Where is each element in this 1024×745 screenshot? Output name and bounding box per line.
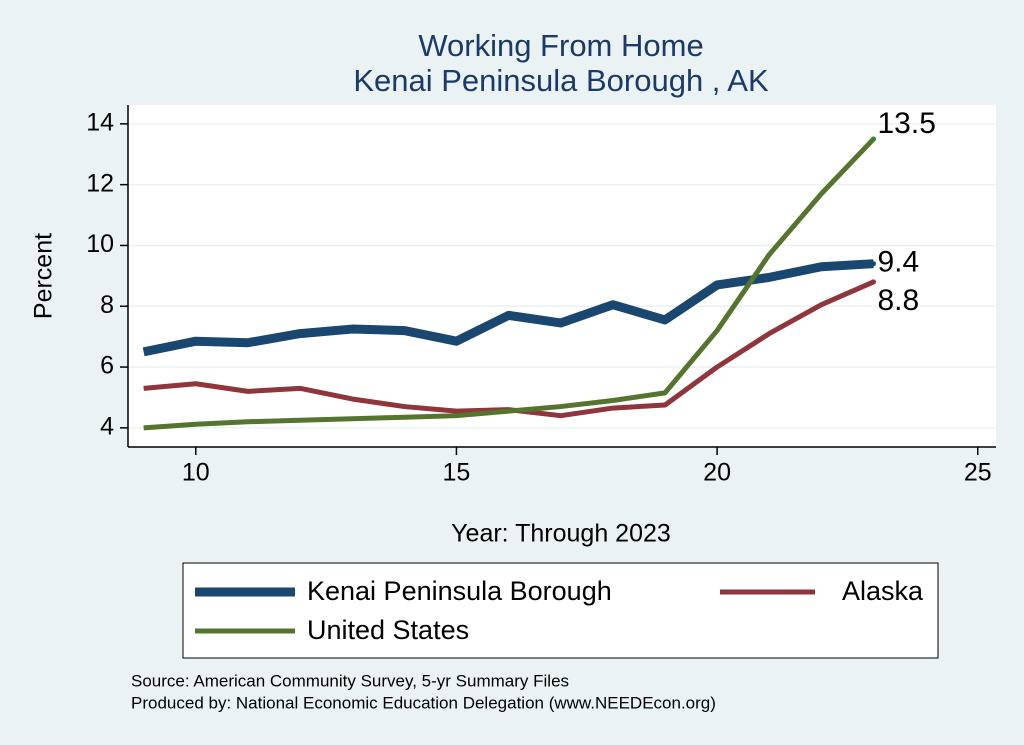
y-tick-label: 8 xyxy=(100,291,114,319)
chart-title: Working From Home xyxy=(418,28,703,63)
plot-area xyxy=(128,105,996,447)
x-tick-label: 20 xyxy=(703,459,731,487)
y-tick-label: 4 xyxy=(100,412,114,440)
x-axis-title: Year: Through 2023 xyxy=(451,520,671,548)
y-tick-label: 12 xyxy=(86,169,114,197)
y-tick-label: 6 xyxy=(100,352,114,380)
end-point xyxy=(870,261,876,267)
x-tick-label: 15 xyxy=(443,459,471,487)
y-tick-label: 10 xyxy=(86,230,114,258)
source-note: Source: American Community Survey, 5-yr … xyxy=(131,671,569,690)
legend-label: Kenai Peninsula Borough xyxy=(307,576,612,606)
end-point xyxy=(870,279,876,285)
x-tick-label: 10 xyxy=(182,459,210,487)
end-point xyxy=(870,136,876,142)
legend-label: Alaska xyxy=(842,576,924,606)
x-tick-label: 25 xyxy=(964,459,992,487)
legend-label: United States xyxy=(307,615,469,645)
credit-note: Produced by: National Economic Education… xyxy=(131,693,716,712)
chart-subtitle: Kenai Peninsula Borough , AK xyxy=(353,63,769,98)
end-label: 13.5 xyxy=(877,107,935,140)
end-label: 9.4 xyxy=(877,246,919,279)
y-axis-title: Percent xyxy=(30,233,58,319)
legend-box xyxy=(182,562,939,659)
series-line xyxy=(143,137,876,431)
end-label: 8.8 xyxy=(877,284,919,317)
y-tick-label: 14 xyxy=(86,108,114,136)
